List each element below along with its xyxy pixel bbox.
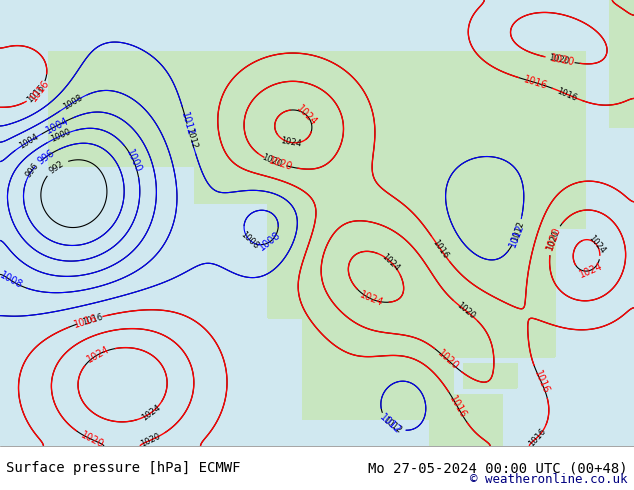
Text: 1008: 1008 xyxy=(0,270,24,291)
Text: 1020: 1020 xyxy=(139,431,162,448)
Text: 1012: 1012 xyxy=(377,412,403,436)
Text: 1024: 1024 xyxy=(359,290,385,309)
Text: 1016: 1016 xyxy=(430,238,450,260)
Text: 1020: 1020 xyxy=(261,153,283,169)
Text: Surface pressure [hPa] ECMWF: Surface pressure [hPa] ECMWF xyxy=(6,462,241,475)
Text: 1004: 1004 xyxy=(17,132,40,151)
Text: 1020: 1020 xyxy=(436,348,461,372)
Text: 1016: 1016 xyxy=(25,83,47,104)
Text: 1012: 1012 xyxy=(380,415,403,435)
Text: 992: 992 xyxy=(48,159,66,175)
Text: 1020: 1020 xyxy=(455,300,477,320)
Text: 996: 996 xyxy=(24,161,41,179)
Text: © weatheronline.co.uk: © weatheronline.co.uk xyxy=(470,472,628,486)
Text: 1016: 1016 xyxy=(447,394,469,420)
Text: 996: 996 xyxy=(36,147,56,167)
Text: 1024: 1024 xyxy=(578,261,604,279)
Text: 1008: 1008 xyxy=(257,230,283,253)
Text: 1000: 1000 xyxy=(49,127,72,144)
Text: Mo 27-05-2024 00:00 UTC (00+48): Mo 27-05-2024 00:00 UTC (00+48) xyxy=(368,462,628,475)
Text: 1016: 1016 xyxy=(81,312,103,326)
Text: 1008: 1008 xyxy=(239,230,261,250)
Text: 1016: 1016 xyxy=(29,77,51,103)
Text: 1024: 1024 xyxy=(280,136,302,149)
Text: 1024: 1024 xyxy=(86,344,112,365)
Text: 1020: 1020 xyxy=(267,155,294,172)
Text: 1008: 1008 xyxy=(61,93,84,112)
Text: 1024: 1024 xyxy=(140,403,162,422)
Text: 1016: 1016 xyxy=(522,74,548,91)
Text: 1016: 1016 xyxy=(527,427,548,448)
Text: 1016: 1016 xyxy=(556,86,579,102)
Text: 1020: 1020 xyxy=(548,53,571,66)
Text: 1020: 1020 xyxy=(545,225,563,252)
Text: 1020: 1020 xyxy=(550,53,576,68)
Text: 1024: 1024 xyxy=(380,251,401,272)
Text: 1012: 1012 xyxy=(510,220,526,242)
Text: 1012: 1012 xyxy=(507,222,526,249)
Text: 1024: 1024 xyxy=(586,234,607,255)
Text: 1024: 1024 xyxy=(294,103,319,128)
Text: 1020: 1020 xyxy=(79,430,105,450)
Text: 1000: 1000 xyxy=(124,147,143,174)
Text: 1012: 1012 xyxy=(179,111,195,137)
Text: 1004: 1004 xyxy=(44,116,70,136)
Text: 1016: 1016 xyxy=(532,368,550,395)
Text: 1012: 1012 xyxy=(184,127,198,150)
Text: 1020: 1020 xyxy=(546,229,561,251)
Text: 1016: 1016 xyxy=(73,313,99,330)
